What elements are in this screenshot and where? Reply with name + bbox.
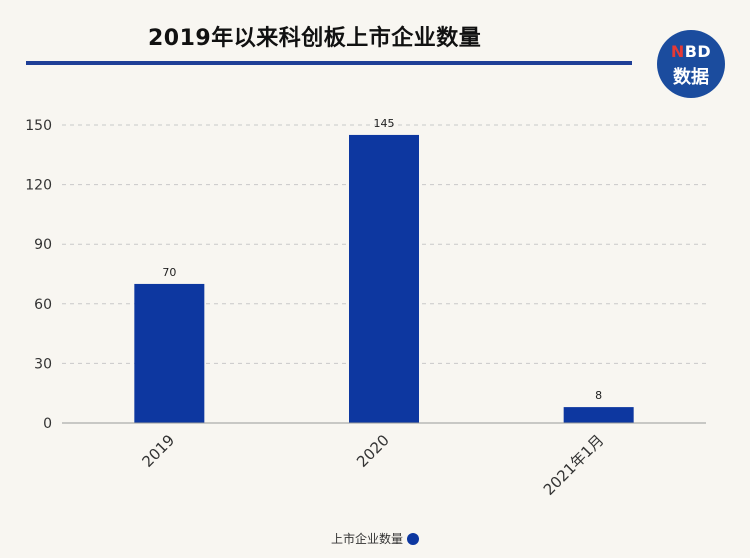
- x-tick-label: 2021年1月: [540, 431, 608, 499]
- logo-n: N: [670, 42, 685, 61]
- legend-label: 上市企业数量: [330, 532, 403, 546]
- bar-2021年1月: [563, 407, 634, 423]
- x-tick-label: 2019: [138, 431, 178, 471]
- logo-text: 数据: [673, 67, 709, 88]
- y-tick-label: 150: [25, 118, 52, 134]
- data-label: 145: [374, 117, 395, 130]
- x-axis-ticks: 2019 2020 2021年1月: [138, 431, 607, 499]
- x-tick-label: 2020: [353, 431, 393, 471]
- logo-bd: BD: [684, 42, 712, 61]
- y-axis-ticks: 0 30 60 90 120 150: [25, 118, 52, 432]
- y-tick-label: 30: [34, 356, 52, 372]
- data-label: 8: [595, 389, 602, 402]
- title-underline: [26, 61, 632, 65]
- chart-title: 2019年以来科创板上市企业数量: [148, 26, 482, 51]
- data-label: 70: [162, 266, 176, 279]
- data-labels: 70 145 8: [162, 117, 602, 402]
- y-tick-label: 120: [25, 178, 52, 194]
- bar-2020: [349, 134, 419, 423]
- y-tick-label: 60: [34, 297, 52, 313]
- y-tick-label: 0: [43, 416, 52, 432]
- nbd-data-logo: NBD 数据: [657, 30, 725, 98]
- bars: [134, 134, 634, 423]
- legend-marker: [407, 533, 419, 545]
- legend: 上市企业数量: [0, 530, 750, 547]
- y-tick-label: 90: [34, 237, 52, 253]
- bar-2019: [134, 283, 205, 423]
